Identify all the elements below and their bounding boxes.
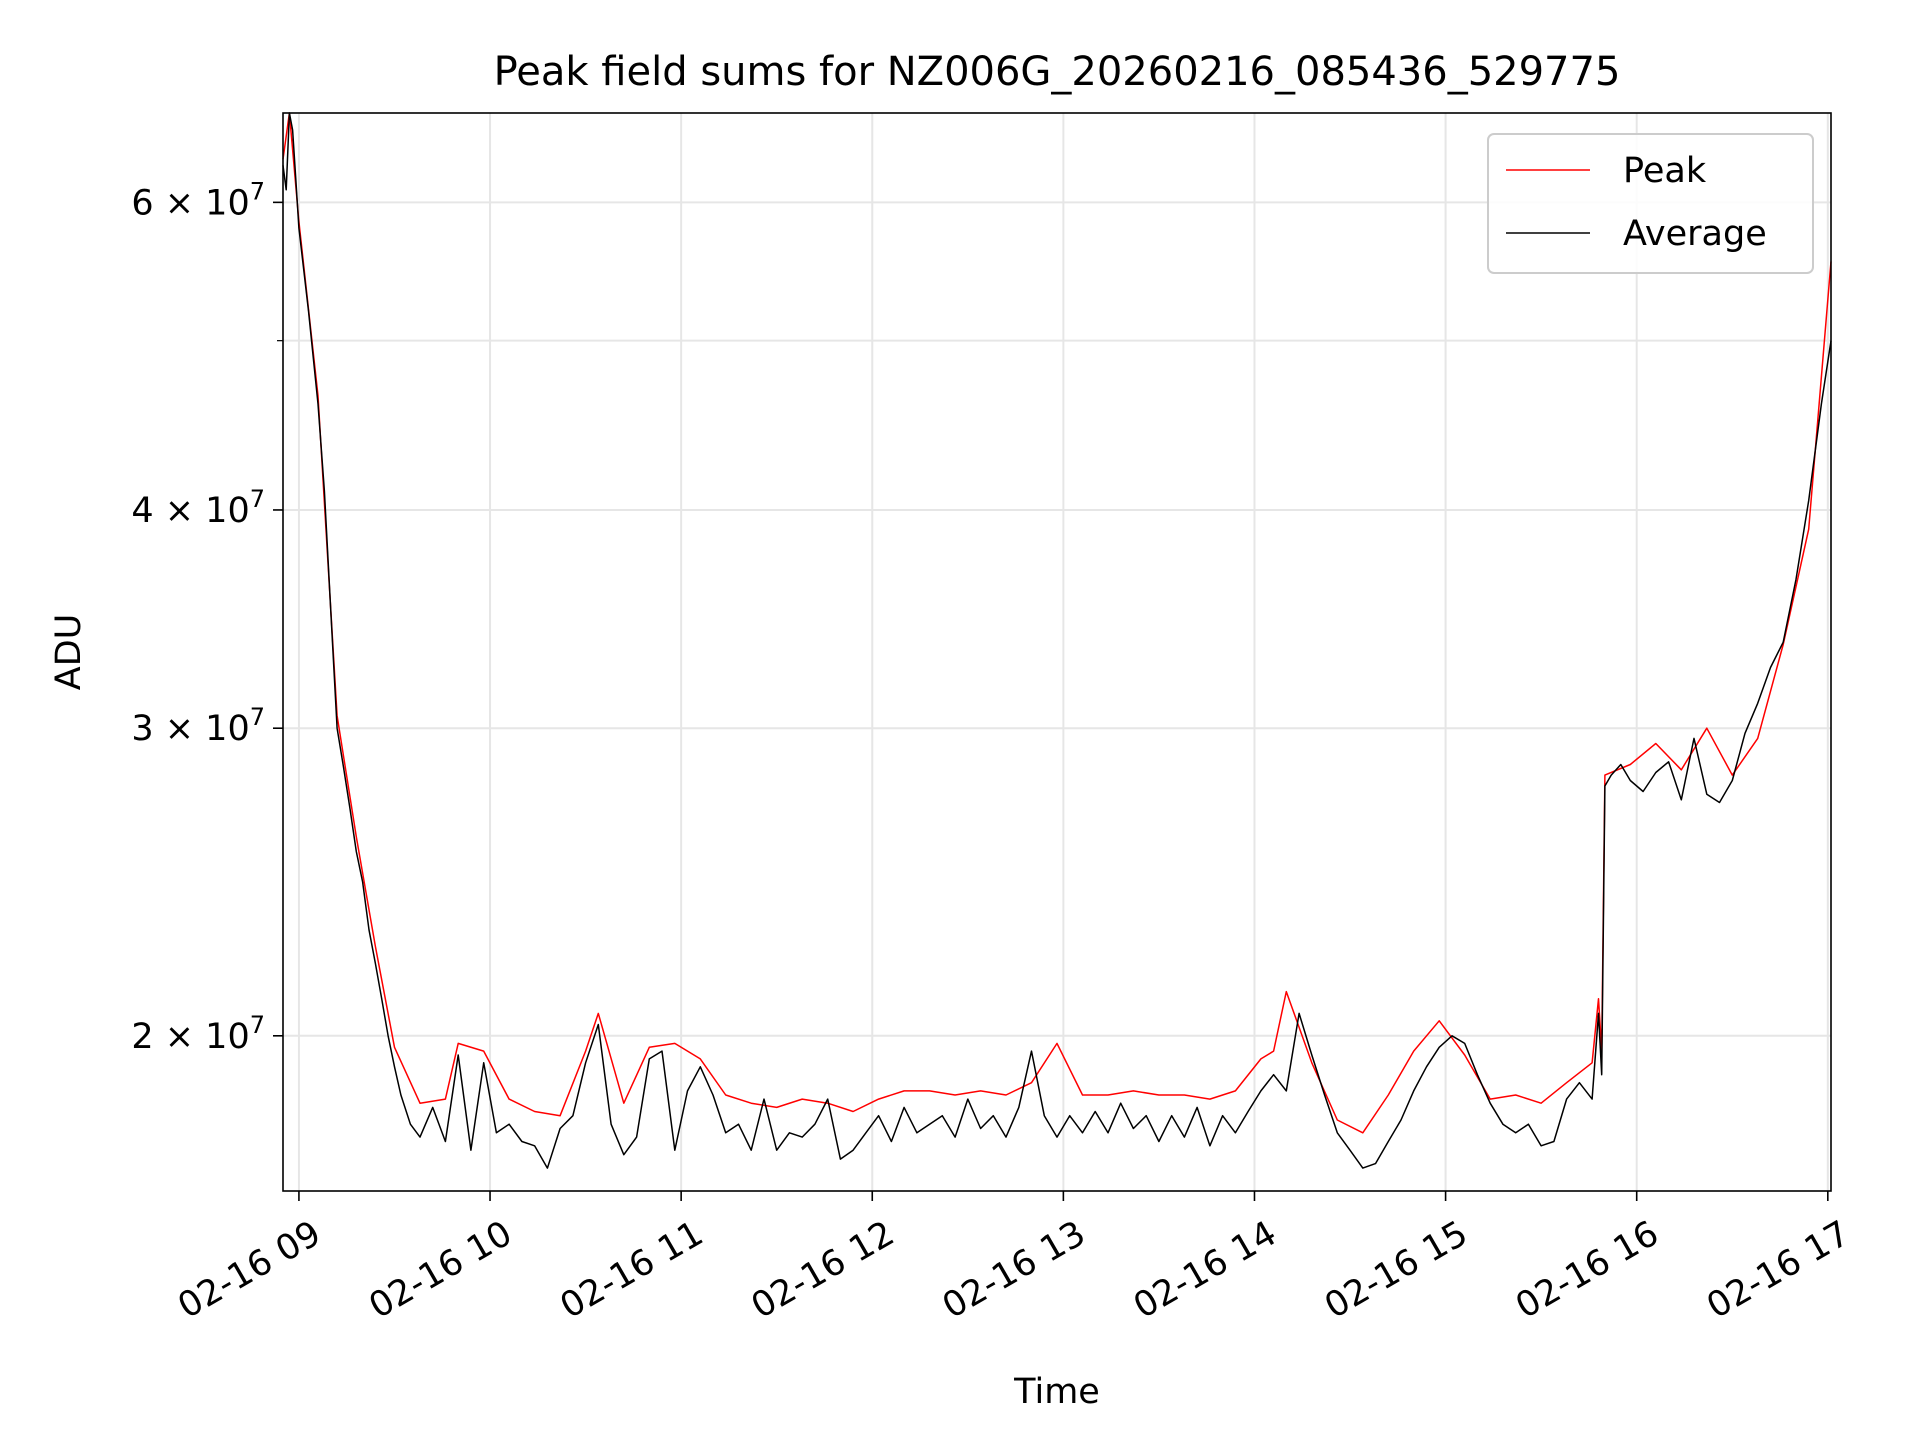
legend-label-peak: Peak [1623, 151, 1707, 191]
y-tick-label: 2 × 107 [131, 1011, 265, 1057]
y-axis-ticks: 2 × 107 3 × 107 4 × 107 6 × 107 [131, 177, 283, 1057]
x-axis-ticks: 02-16 09 02-16 10 02-16 11 02-16 12 02-16 13… [172, 1191, 1857, 1327]
x-tick-label: 02-16 13 [936, 1214, 1092, 1327]
x-tick-label: 02-16 12 [745, 1214, 901, 1327]
x-tick-label: 02-16 10 [363, 1214, 519, 1327]
y-axis-label: ADU [49, 614, 89, 691]
y-tick-label: 4 × 107 [131, 485, 265, 531]
legend-box [1487, 133, 1814, 274]
y-tick-label: 6 × 107 [131, 177, 265, 223]
series-line-average [282, 112, 1832, 1169]
x-tick-label: 02-16 16 [1509, 1214, 1665, 1327]
x-tick-label: 02-16 09 [172, 1214, 328, 1327]
x-tick-label: 02-16 15 [1318, 1214, 1474, 1327]
x-tick-label: 02-16 14 [1127, 1214, 1283, 1327]
series-lines [282, 112, 1832, 1169]
chart-title: Peak field sums for NZ006G_20260216_0854… [494, 49, 1621, 95]
plot-frame [282, 112, 1832, 1192]
series-line-peak [282, 112, 1832, 1134]
legend: Peak Average [1487, 133, 1814, 274]
x-tick-label: 02-16 11 [554, 1214, 710, 1327]
y-tick-label: 3 × 107 [131, 703, 265, 749]
x-tick-label: 02-16 17 [1700, 1214, 1856, 1327]
x-axis-label: Time [1013, 1372, 1100, 1412]
legend-label-average: Average [1623, 214, 1767, 254]
